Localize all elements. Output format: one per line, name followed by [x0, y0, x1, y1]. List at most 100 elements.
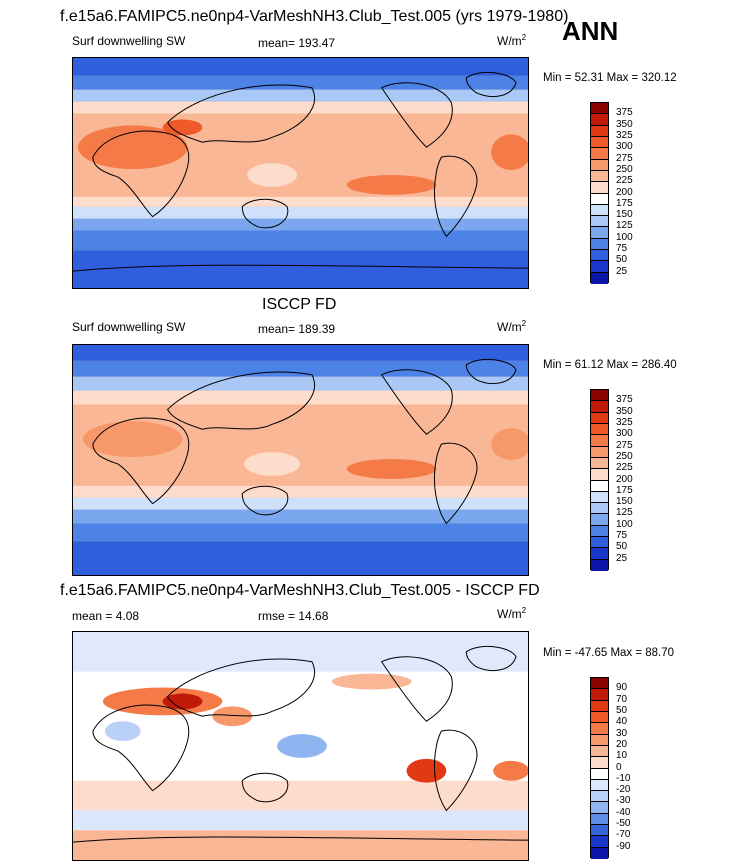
colorbar-tick-label: 75	[616, 530, 628, 542]
colorbar-segment	[591, 791, 608, 803]
colorbar-tick-label: 50	[616, 704, 628, 716]
panel-1-mean-label: mean= 193.47	[258, 36, 336, 50]
panel-3-colorbar	[590, 677, 609, 859]
colorbar-tick-label: 40	[616, 716, 628, 728]
colorbar-segment	[591, 825, 608, 837]
colorbar-tick-label: 175	[616, 197, 633, 209]
colorbar-segment	[591, 491, 608, 504]
colorbar-segment	[591, 182, 608, 194]
panel-1-units: W/m2	[497, 33, 527, 48]
colorbar-tick-label: 100	[616, 231, 633, 243]
colorbar-segment	[591, 423, 608, 436]
colorbar-segment	[591, 779, 608, 792]
colorbar-segment	[591, 802, 608, 814]
panel-2-min-max: Min = 61.12 Max = 286.40	[543, 359, 677, 371]
colorbar-tick-label: 150	[616, 496, 633, 508]
panel-3-mean-label: mean = 4.08	[72, 609, 140, 623]
panel-1-colorbar	[590, 102, 609, 284]
panel-1-map-field	[73, 58, 528, 288]
colorbar-tick-label: 375	[616, 107, 633, 119]
colorbar-segment	[591, 435, 608, 447]
colorbar-tick-label: -30	[616, 795, 631, 807]
panel-2-variable-label: Surf downwelling SW	[72, 320, 186, 334]
colorbar-segment	[591, 745, 608, 758]
season-label: ANN	[562, 16, 619, 46]
colorbar-segment	[591, 734, 608, 746]
colorbar-segment	[591, 689, 608, 701]
colorbar-segment	[591, 700, 608, 712]
colorbar-tick-label: 200	[616, 473, 633, 485]
panel-3-min-max: Min = -47.65 Max = 88.70	[543, 647, 675, 659]
panel-2-units: W/m2	[497, 319, 527, 334]
colorbar-segment	[591, 768, 608, 780]
panel-1-map	[72, 57, 529, 289]
colorbar-segment	[591, 813, 608, 826]
colorbar-tick-label: -50	[616, 818, 631, 830]
colorbar-tick-label: 70	[616, 693, 628, 705]
colorbar-segment	[591, 159, 608, 171]
colorbar-tick-label: 200	[616, 186, 633, 198]
colorbar-tick-label: 275	[616, 152, 633, 164]
colorbar-segment	[591, 250, 608, 262]
panel-3-rmse-label: rmse = 14.68	[258, 609, 329, 623]
colorbar-tick-label: 325	[616, 416, 633, 428]
colorbar-segment	[591, 537, 608, 549]
colorbar-tick-label: -20	[616, 784, 631, 796]
panel-3-map	[72, 631, 529, 861]
colorbar-segment	[591, 272, 608, 284]
colorbar-segment	[591, 193, 608, 205]
colorbar-segment	[591, 401, 608, 413]
colorbar-tick-label: 90	[616, 682, 628, 694]
colorbar-tick-label: 300	[616, 141, 633, 153]
colorbar-tick-label: 325	[616, 129, 633, 141]
colorbar-segment	[591, 757, 608, 769]
panel-3-map-field	[73, 632, 528, 860]
colorbar-tick-label: 125	[616, 220, 633, 232]
colorbar-tick-label: -10	[616, 772, 631, 784]
colorbar-tick-label: -40	[616, 806, 631, 818]
panel-2-map-field	[73, 345, 528, 575]
colorbar-tick-label: 150	[616, 209, 633, 221]
colorbar-segment	[591, 723, 608, 735]
colorbar-segment	[591, 480, 608, 492]
colorbar-tick-label: -90	[616, 840, 631, 852]
panel-3-title: f.e15a6.FAMIPC5.ne0np4-VarMeshNH3.Club_T…	[60, 582, 540, 599]
colorbar-segment	[591, 204, 608, 217]
colorbar-tick-label: 250	[616, 450, 633, 462]
colorbar-segment	[591, 525, 608, 538]
colorbar-segment	[591, 114, 608, 126]
colorbar-segment	[591, 678, 608, 690]
colorbar-tick-label: 175	[616, 484, 633, 496]
colorbar-tick-label: 225	[616, 462, 633, 474]
colorbar-tick-label: 30	[616, 727, 628, 739]
colorbar-segment	[591, 711, 608, 724]
colorbar-segment	[591, 412, 608, 424]
model-title: f.e15a6.FAMIPC5.ne0np4-VarMeshNH3.Club_T…	[60, 8, 569, 25]
colorbar-tick-label: 50	[616, 541, 628, 553]
colorbar-segment	[591, 216, 608, 228]
colorbar-segment	[591, 170, 608, 183]
colorbar-tick-label: 10	[616, 750, 628, 762]
colorbar-segment	[591, 446, 608, 458]
colorbar-tick-label: 100	[616, 518, 633, 530]
colorbar-tick-label: 125	[616, 507, 633, 519]
colorbar-tick-label: 350	[616, 405, 633, 417]
colorbar-segment	[591, 261, 608, 273]
colorbar-tick-label: 0	[616, 761, 622, 773]
panel-1-variable-label: Surf downwelling SW	[72, 34, 186, 48]
colorbar-tick-label: 375	[616, 394, 633, 406]
colorbar-tick-label: 350	[616, 118, 633, 130]
colorbar-tick-label: 300	[616, 428, 633, 440]
colorbar-segment	[591, 836, 608, 848]
colorbar-tick-label: 225	[616, 175, 633, 187]
colorbar-segment	[591, 469, 608, 481]
colorbar-segment	[591, 136, 608, 149]
panel-2-colorbar	[590, 389, 609, 571]
colorbar-tick-label: 20	[616, 738, 628, 750]
colorbar-segment	[591, 548, 608, 560]
colorbar-tick-label: 275	[616, 439, 633, 451]
colorbar-segment	[591, 238, 608, 251]
panel-2-title: ISCCP FD	[262, 296, 337, 313]
colorbar-tick-label: 75	[616, 243, 628, 255]
panel-3-units: W/m2	[497, 606, 527, 621]
